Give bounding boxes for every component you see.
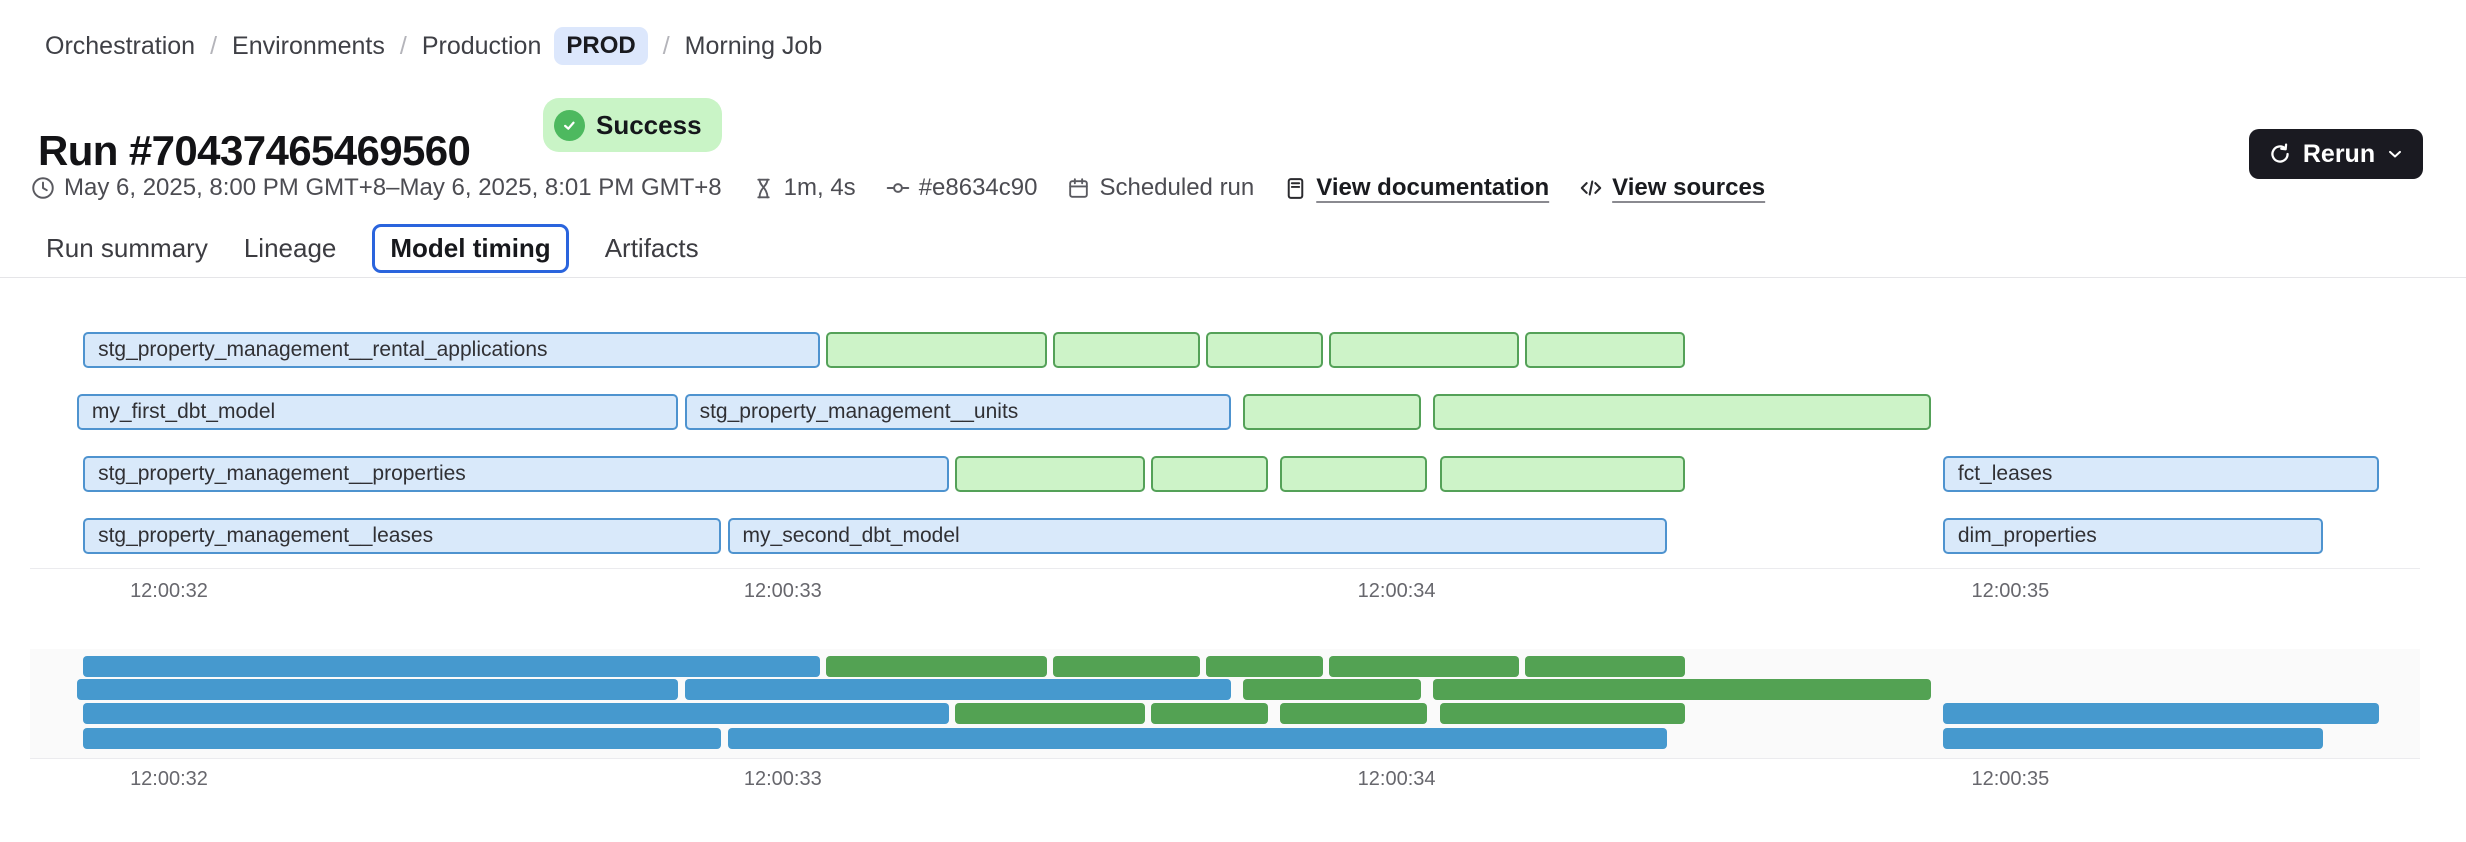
timing-bar-model[interactable]: my_first_dbt_model bbox=[76, 394, 679, 430]
run-commit: #e8634c90 bbox=[885, 174, 1038, 202]
tab-lineage[interactable]: Lineage bbox=[243, 232, 337, 263]
status-badge: Success bbox=[543, 98, 722, 152]
page-title: Run #70437465469560 bbox=[38, 127, 471, 175]
breadcrumb-item-environments[interactable]: Environments bbox=[232, 31, 385, 60]
run-tabs: Run summary Lineage Model timing Artifac… bbox=[46, 222, 699, 274]
overview-timing-bar-test bbox=[1525, 656, 1686, 677]
axis-tick-label: 12:00:33 bbox=[743, 580, 822, 602]
overview-timing-bar-test bbox=[1433, 679, 1931, 700]
breadcrumb-item-morning-job[interactable]: Morning Job bbox=[684, 31, 823, 60]
document-icon bbox=[1287, 177, 1304, 199]
timing-bar-test[interactable] bbox=[1206, 332, 1323, 368]
timing-bar-model[interactable]: my_second_dbt_model bbox=[727, 518, 1667, 554]
overview-timing-bar-test bbox=[825, 656, 1047, 677]
run-trigger: Scheduled run bbox=[1066, 174, 1254, 202]
axis-tick-label: 12:00:32 bbox=[130, 580, 208, 602]
axis-tick-label: 12:00:34 bbox=[1357, 580, 1436, 602]
axis-tick-label: 12:00:35 bbox=[1971, 580, 2050, 602]
tab-artifacts[interactable]: Artifacts bbox=[604, 232, 699, 263]
overview-timing-bar-test bbox=[954, 703, 1145, 724]
timing-bar-test[interactable] bbox=[1433, 394, 1931, 430]
axis-tick-label: 12:00:35 bbox=[1971, 768, 2050, 790]
overview-timing-bar-model bbox=[83, 703, 949, 724]
breadcrumb-item-orchestration[interactable]: Orchestration bbox=[45, 31, 196, 60]
timing-bar-model[interactable]: stg_property_management__rental_applicat… bbox=[83, 332, 820, 368]
axis-tick-label: 12:00:32 bbox=[130, 768, 208, 790]
commit-icon bbox=[886, 183, 909, 193]
overview-timing-bar-test bbox=[1279, 703, 1428, 724]
clock-icon bbox=[32, 177, 54, 199]
overview-timing-bar-model bbox=[1942, 703, 2379, 724]
timing-bar-test[interactable] bbox=[1052, 332, 1201, 368]
rerun-button-label: Rerun bbox=[2302, 139, 2376, 168]
breadcrumb-separator: / bbox=[399, 31, 407, 60]
hourglass-icon bbox=[757, 178, 770, 198]
timing-bar-model[interactable]: stg_property_management__units bbox=[684, 394, 1231, 430]
view-documentation-label: View documentation bbox=[1316, 174, 1550, 201]
timing-bar-label: my_first_dbt_model bbox=[91, 400, 276, 423]
overview-timing-bar-model bbox=[83, 656, 820, 677]
timing-bar-label: fct_leases bbox=[1957, 462, 2053, 485]
axis-tick-label: 12:00:34 bbox=[1357, 768, 1436, 790]
overview-timing-bar-test bbox=[1052, 656, 1201, 677]
timing-bar-label: dim_properties bbox=[1957, 524, 2097, 547]
timing-bar-model[interactable]: dim_properties bbox=[1942, 518, 2324, 554]
env-badge: PROD bbox=[554, 27, 648, 65]
view-documentation-link[interactable]: View documentation bbox=[1283, 174, 1549, 202]
run-meta-row: May 6, 2025, 8:00 PM GMT+8–May 6, 2025, … bbox=[30, 171, 1765, 205]
timing-bar-label: stg_property_management__rental_applicat… bbox=[98, 338, 548, 361]
calendar-icon bbox=[1069, 177, 1089, 198]
code-icon bbox=[1580, 180, 1602, 196]
timing-bar-test[interactable] bbox=[1151, 456, 1268, 492]
overview-timing-bar-test bbox=[1329, 656, 1520, 677]
breadcrumb: Orchestration / Environments / Productio… bbox=[45, 27, 822, 65]
breadcrumb-separator: / bbox=[662, 31, 670, 60]
run-duration-value: 1m, 4s bbox=[783, 174, 856, 201]
overview-timing-bar-model bbox=[76, 679, 679, 700]
axis-tick-label: 12:00:33 bbox=[743, 768, 822, 790]
overview-timing-bar-model bbox=[684, 679, 1231, 700]
overview-timing-bar-test bbox=[1206, 656, 1323, 677]
main-chart-axis-line bbox=[30, 568, 2420, 569]
run-duration: 1m, 4s bbox=[751, 174, 856, 202]
overview-timing-bar-model bbox=[83, 728, 722, 749]
timing-bar-test[interactable] bbox=[1525, 332, 1686, 368]
status-badge-label: Success bbox=[596, 109, 702, 140]
timing-bar-test[interactable] bbox=[954, 456, 1145, 492]
tab-run-summary[interactable]: Run summary bbox=[46, 232, 208, 263]
success-check-icon bbox=[554, 109, 585, 141]
chevron-down-icon[interactable] bbox=[2385, 144, 2405, 164]
timing-bar-test[interactable] bbox=[825, 332, 1047, 368]
timing-bar-label: stg_property_management__leases bbox=[98, 524, 434, 547]
timing-bar-model[interactable]: stg_property_management__leases bbox=[83, 518, 722, 554]
run-trigger-label: Scheduled run bbox=[1099, 174, 1255, 201]
breadcrumb-item-production[interactable]: Production bbox=[421, 31, 542, 60]
run-date-range: May 6, 2025, 8:00 PM GMT+8–May 6, 2025, … bbox=[64, 174, 722, 201]
timing-bar-label: stg_property_management__units bbox=[699, 400, 1019, 423]
view-sources-label: View sources bbox=[1612, 174, 1766, 201]
timing-bar-label: stg_property_management__properties bbox=[98, 462, 466, 485]
overview-timing-bar-model bbox=[1942, 728, 2324, 749]
overview-timing-bar-test bbox=[1151, 703, 1268, 724]
refresh-icon bbox=[2267, 141, 2293, 167]
run-dates: May 6, 2025, 8:00 PM GMT+8–May 6, 2025, … bbox=[30, 174, 722, 202]
overview-timing-bar-test bbox=[1439, 703, 1686, 724]
timing-bar-model[interactable]: stg_property_management__properties bbox=[83, 456, 949, 492]
timing-bar-label: my_second_dbt_model bbox=[742, 524, 960, 547]
overview-timing-bar-model bbox=[727, 728, 1667, 749]
timing-bar-test[interactable] bbox=[1439, 456, 1686, 492]
overview-timing-bar-test bbox=[1243, 679, 1422, 700]
timing-bar-test[interactable] bbox=[1243, 394, 1422, 430]
timing-bar-test[interactable] bbox=[1279, 456, 1428, 492]
tab-model-timing[interactable]: Model timing bbox=[372, 223, 569, 273]
tabs-divider bbox=[0, 277, 2466, 278]
rerun-button[interactable]: Rerun bbox=[2249, 129, 2423, 179]
breadcrumb-separator: / bbox=[210, 31, 218, 60]
run-commit-hash: #e8634c90 bbox=[918, 174, 1038, 201]
timing-bar-test[interactable] bbox=[1329, 332, 1520, 368]
timing-bar-model[interactable]: fct_leases bbox=[1942, 456, 2379, 492]
view-sources-link[interactable]: View sources bbox=[1578, 174, 1765, 202]
overview-axis-line bbox=[30, 758, 2420, 759]
